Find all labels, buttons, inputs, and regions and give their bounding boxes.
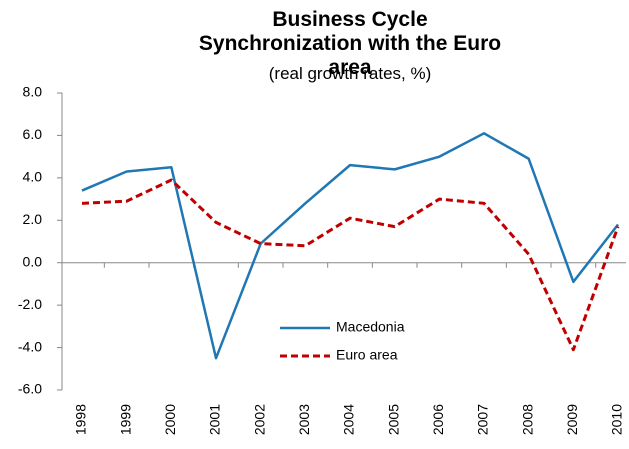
x-tick-label: 2004 [341,404,357,435]
x-tick-label: 2008 [519,404,535,435]
chart-title: Business Cycle Synchronization with the … [198,8,502,79]
series-line [81,178,620,352]
series-line [81,132,620,360]
x-tick-label: 2001 [207,404,223,435]
x-tick-label: 2000 [162,404,178,435]
y-tick-label: 6.0 [23,126,43,142]
x-tick-label: 1998 [73,404,89,435]
y-tick-label: -4.0 [18,338,42,354]
x-tick-label: 2010 [609,404,625,435]
x-tick-label: 2003 [296,404,312,435]
y-tick-label: 0.0 [23,253,43,269]
y-tick-label: -2.0 [18,296,42,312]
chart-subtitle: (real growth rates, %) [268,64,432,83]
legend-label: Euro area [336,347,398,363]
y-tick-label: 8.0 [23,84,43,100]
x-tick-label: 1999 [117,404,133,435]
y-tick-label: 4.0 [23,169,43,185]
legend-label: Macedonia [336,319,405,335]
y-tick-label: -6.0 [18,381,42,397]
x-tick-label: 2009 [564,404,580,435]
x-tick-label: 2006 [430,404,446,435]
x-tick-label: 2007 [475,404,491,435]
x-tick-label: 2002 [251,404,267,435]
y-tick-label: 2.0 [23,211,43,227]
x-tick-label: 2005 [385,404,401,435]
